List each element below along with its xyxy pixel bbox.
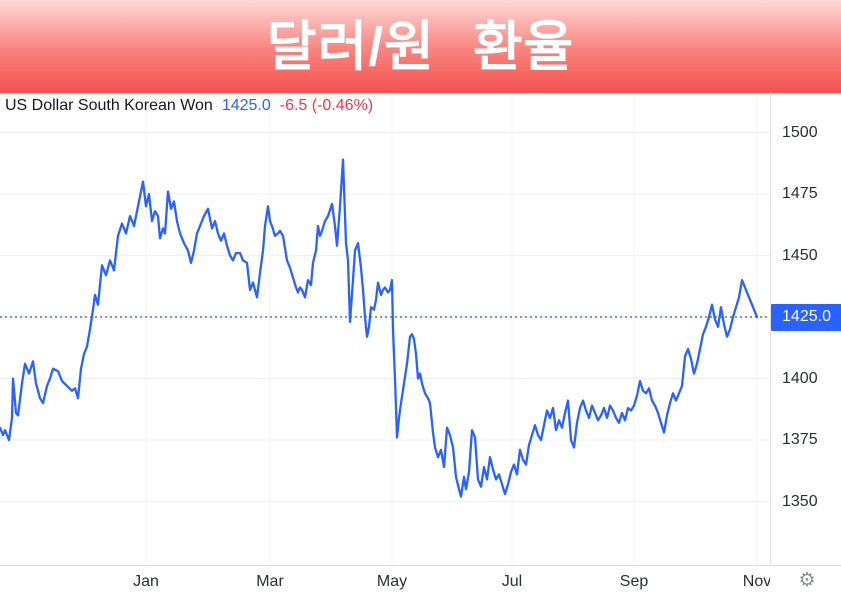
vertical-gridlines: [145, 93, 758, 565]
current-price-label: 1425.0: [771, 303, 841, 331]
price-series-line: [0, 158, 759, 498]
time-tick-mar: Mar: [256, 573, 284, 590]
price-axis[interactable]: 1425.0 1500 1475 1450 1400 1375 1350: [770, 93, 841, 565]
time-axis[interactable]: Jan Mar May Jul Sep Nov: [0, 565, 841, 595]
chart-container: US Dollar South Korean Won 1425.0 -6.5 (…: [0, 93, 841, 595]
price-tick-1450: 1450: [782, 246, 818, 264]
symbol-title: US Dollar South Korean Won: [5, 97, 213, 114]
price-tick-1350: 1350: [782, 492, 818, 510]
horizontal-gridlines: [0, 132, 770, 502]
price-tick-1500: 1500: [782, 123, 818, 141]
time-tick-jul: Jul: [501, 573, 523, 590]
time-tick-may: May: [376, 573, 408, 590]
price-tick-1400: 1400: [782, 369, 818, 387]
time-tick-sep: Sep: [619, 573, 649, 590]
last-price-value: 1425.0: [221, 97, 271, 114]
price-change-value: -6.5 (-0.46%): [279, 97, 374, 114]
chart-svg: [0, 93, 770, 565]
page-title: 달러/원 환율: [266, 16, 575, 77]
price-tick-1375: 1375: [782, 431, 818, 448]
settings-gear-icon[interactable]: ⚙: [798, 570, 816, 591]
time-axis-labels: Jan Mar May Jul Sep Nov: [0, 566, 770, 595]
time-tick-jan: Jan: [133, 573, 159, 590]
price-line-chart[interactable]: [0, 93, 770, 565]
time-tick-nov: Nov: [742, 573, 770, 590]
header-banner: 달러/원 환율: [0, 0, 841, 93]
price-tick-1475: 1475: [782, 185, 818, 202]
chart-legend: US Dollar South Korean Won 1425.0 -6.5 (…: [5, 97, 373, 115]
